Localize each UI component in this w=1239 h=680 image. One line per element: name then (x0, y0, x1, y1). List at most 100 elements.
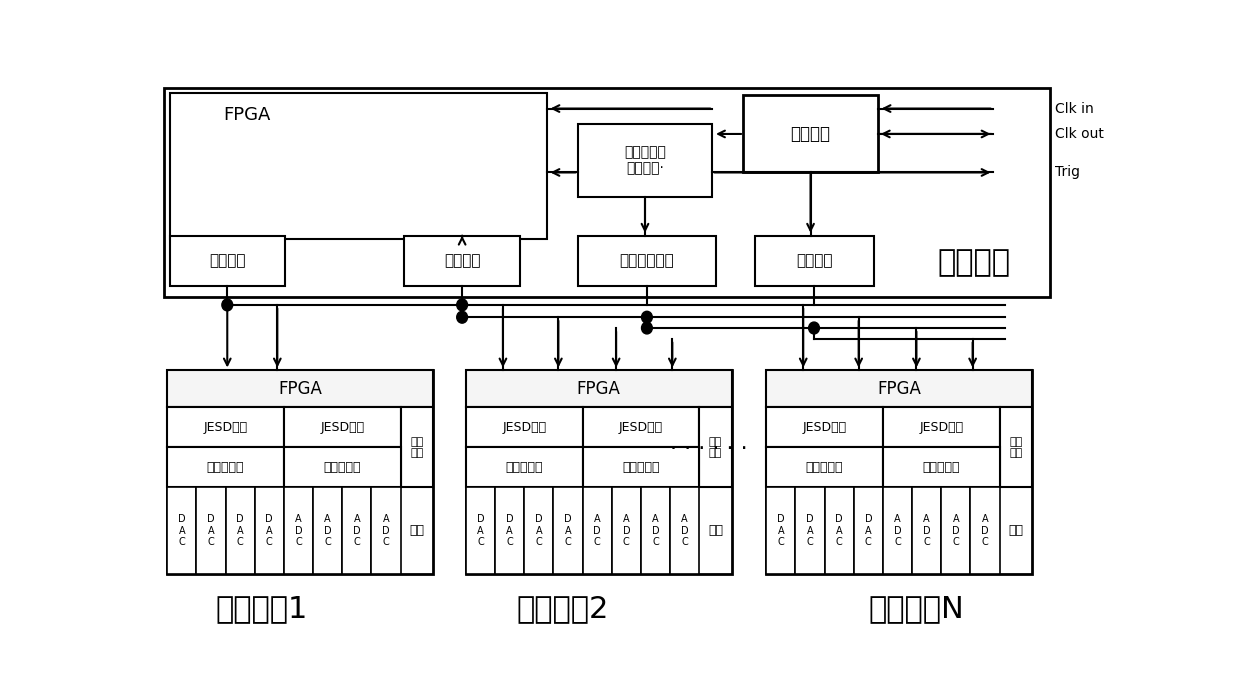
Text: 光纤
接口: 光纤 接口 (410, 437, 424, 458)
Bar (743, 95, 878, 173)
Bar (466, 447, 582, 488)
Bar (170, 235, 285, 286)
Text: 时钟产生: 时钟产生 (790, 125, 830, 143)
Bar (196, 488, 225, 575)
Text: JESD接口: JESD接口 (803, 421, 846, 434)
Bar (1000, 407, 1032, 488)
Text: D
A
C: D A C (564, 514, 572, 547)
Text: D
A
C: D A C (178, 514, 186, 547)
Bar (766, 371, 1032, 575)
Ellipse shape (222, 299, 233, 311)
Text: FPGA: FPGA (577, 380, 621, 398)
Bar (225, 488, 255, 575)
Text: 数字上变频: 数字上变频 (805, 461, 844, 474)
Bar (582, 407, 699, 447)
Ellipse shape (642, 322, 652, 334)
Bar (582, 447, 699, 488)
Bar (766, 447, 883, 488)
Text: A
D
C: A D C (622, 514, 631, 547)
Text: 数字组件1: 数字组件1 (216, 594, 309, 624)
Text: FPGA: FPGA (223, 105, 270, 124)
Text: A
D
C: A D C (923, 514, 930, 547)
Bar (554, 488, 582, 575)
Bar (970, 488, 1000, 575)
Bar (766, 488, 795, 575)
Bar (284, 447, 400, 488)
Bar (577, 124, 712, 197)
Text: Clk in: Clk in (1056, 101, 1094, 116)
Bar (404, 235, 520, 286)
Bar (466, 407, 582, 447)
Text: 公共信号分配: 公共信号分配 (620, 253, 674, 268)
Text: 数字上变频: 数字上变频 (506, 461, 543, 474)
Bar (284, 407, 400, 447)
Text: A
D
C: A D C (382, 514, 390, 547)
Bar (755, 235, 873, 286)
Text: 数字组件2: 数字组件2 (515, 594, 608, 624)
Bar (825, 488, 854, 575)
Bar (912, 488, 942, 575)
Text: A
D
C: A D C (981, 514, 989, 547)
Bar (167, 371, 432, 407)
Text: D
A
C: D A C (237, 514, 244, 547)
Ellipse shape (457, 311, 467, 323)
Text: D
A
C: D A C (506, 514, 513, 547)
Bar (164, 88, 1049, 297)
Bar (699, 407, 731, 488)
Bar (854, 488, 883, 575)
Text: JESD接口: JESD接口 (919, 421, 963, 434)
Text: JESD接口: JESD接口 (203, 421, 248, 434)
Bar (284, 488, 313, 575)
Bar (170, 93, 546, 239)
Bar (167, 371, 432, 575)
Bar (670, 488, 699, 575)
Text: 触发分配: 触发分配 (444, 253, 481, 268)
Bar (883, 488, 912, 575)
Bar (582, 488, 612, 575)
Bar (883, 407, 1000, 447)
Text: JESD接口: JESD接口 (502, 421, 546, 434)
Text: 数字下变频: 数字下变频 (923, 461, 960, 474)
Text: 电源分配: 电源分配 (209, 253, 245, 268)
Text: · · · · · ·: · · · · · · (670, 439, 747, 459)
Text: 光纤: 光纤 (1009, 524, 1023, 537)
Bar (167, 447, 284, 488)
Text: D
A
C: D A C (777, 514, 784, 547)
Bar (524, 488, 554, 575)
Text: 光纤: 光纤 (409, 524, 424, 537)
Text: 数字下变频: 数字下变频 (323, 461, 361, 474)
Text: FPGA: FPGA (877, 380, 921, 398)
Bar (466, 488, 496, 575)
Text: A
D
C: A D C (593, 514, 601, 547)
Text: 光纤
接口: 光纤 接口 (1009, 437, 1022, 458)
Bar (641, 488, 670, 575)
Text: A
D
C: A D C (893, 514, 901, 547)
Text: A
D
C: A D C (681, 514, 689, 547)
Text: D
A
C: D A C (535, 514, 543, 547)
Text: A
D
C: A D C (952, 514, 960, 547)
Ellipse shape (457, 299, 467, 311)
Bar (372, 488, 400, 575)
Text: JESD接口: JESD接口 (620, 421, 663, 434)
Bar (942, 488, 970, 575)
Bar (766, 407, 883, 447)
Bar (342, 488, 372, 575)
Text: 高精度公共
信号产生·: 高精度公共 信号产生· (624, 146, 665, 175)
Text: 数字下变频: 数字下变频 (622, 461, 659, 474)
Text: A
D
C: A D C (353, 514, 361, 547)
Bar (400, 407, 432, 488)
Bar (466, 371, 731, 575)
Text: A
D
C: A D C (652, 514, 659, 547)
Text: 时钟分配: 时钟分配 (797, 253, 833, 268)
Bar (577, 235, 716, 286)
Ellipse shape (642, 311, 652, 323)
Text: FPGA: FPGA (278, 380, 322, 398)
Bar (167, 407, 284, 447)
Bar (466, 371, 731, 407)
Text: JESD接口: JESD接口 (320, 421, 364, 434)
Bar (313, 488, 342, 575)
Text: 光纤: 光纤 (707, 524, 722, 537)
Text: 数字组件N: 数字组件N (869, 594, 964, 624)
Text: A
D
C: A D C (295, 514, 302, 547)
Text: 公共组件: 公共组件 (938, 248, 1011, 277)
